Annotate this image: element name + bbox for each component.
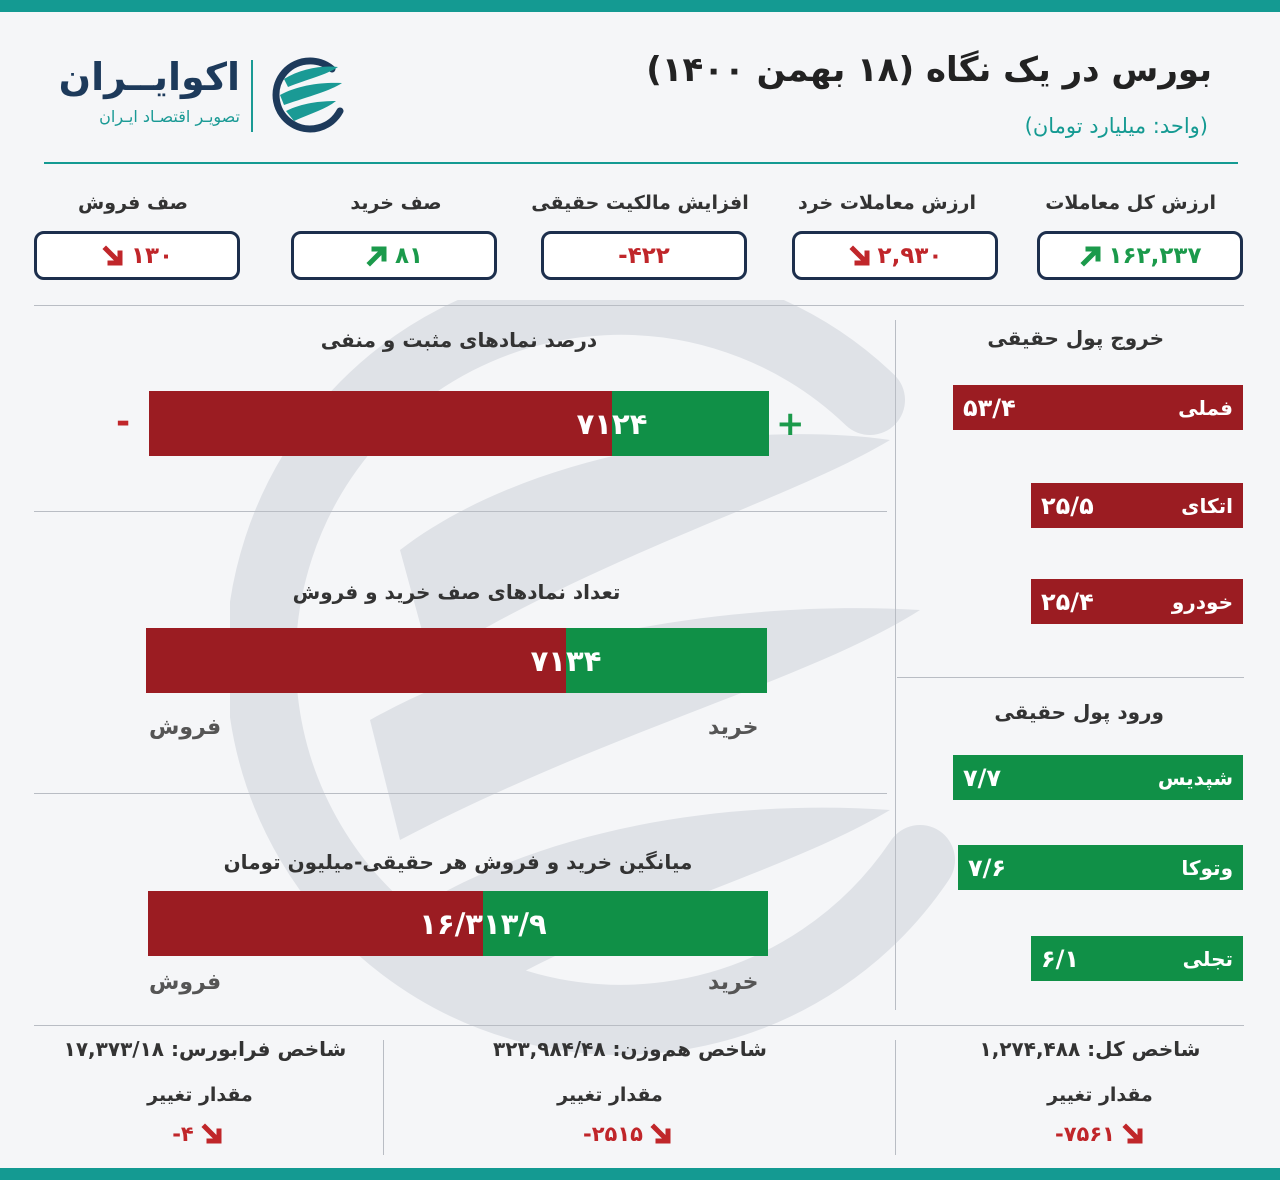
index-equal-weight-change-value: -۲۵۱۵ (583, 1122, 643, 1146)
top-accent-bar (0, 0, 1280, 12)
breadth-title: درصد نمادهای مثبت و منفی (320, 328, 598, 352)
queues-bar: ۷۱ ۳۴ (146, 628, 767, 693)
avg-buy-bar-segment: ۱۳/۹ (483, 891, 768, 956)
avg-sell-bar-segment: ۱۶/۳ (148, 891, 483, 956)
up-arrow-icon (1079, 246, 1101, 267)
inflow-symbol: شپدیس (1157, 765, 1233, 790)
inflow-value: ۷/۷ (963, 763, 1002, 792)
stat-label-sell-queue: صف فروش (78, 192, 188, 214)
unit-subtitle: (واحد: میلیارد تومان) (1024, 114, 1208, 138)
index-equal-weight-change-label: مقدار تغییر (557, 1084, 663, 1106)
positive-value: ۲۴ (612, 406, 648, 441)
index-total-change-label: مقدار تغییر (1047, 1084, 1153, 1106)
stat-value-sell-queue: ۱۳۰ (130, 242, 174, 269)
index-farabourse-title: شاخص فرابورس: ۱۷,۳۷۳/۱۸ (63, 1037, 347, 1061)
avg-buy-label: خرید (708, 970, 759, 995)
plus-sign: + (776, 404, 805, 444)
logo-tagline: تصویـر اقتصـاد ایـران (99, 107, 240, 126)
logo-name: اکوایــران (58, 55, 240, 99)
stat-box-retail-value: ۲,۹۳۰ (792, 231, 998, 280)
stat-value-buy-queue: ۸۱ (394, 242, 424, 269)
down-arrow-icon (201, 1123, 222, 1144)
down-arrow-icon (102, 244, 123, 265)
column-divider (383, 1040, 384, 1155)
avg-buy-value: ۱۳/۹ (483, 906, 547, 941)
stat-label-retail-value: ارزش معاملات خرد (797, 192, 976, 214)
avg-sell-label: فروش (149, 970, 222, 995)
stat-value-total-value: ۱۶۲,۲۳۷ (1108, 242, 1202, 269)
sell-bar-segment: ۷۱ (146, 628, 566, 693)
sell-label: فروش (149, 715, 222, 740)
stat-box-sell-queue: ۱۳۰ (34, 231, 240, 280)
outflow-symbol: فملی (1178, 395, 1233, 420)
outflow-value: ۵۳/۴ (963, 393, 1016, 422)
stat-label-total-value: ارزش کل معاملات (1045, 192, 1216, 214)
section-divider (34, 511, 887, 512)
index-farabourse-change-label: مقدار تغییر (147, 1084, 253, 1106)
index-total-change-value: -۷۵۶۱ (1055, 1122, 1115, 1146)
outflow-symbol: اتکای (1181, 493, 1233, 518)
stat-box-real-ownership: -۴۲۲ (541, 231, 747, 280)
header-divider (44, 162, 1238, 164)
down-arrow-icon (1122, 1123, 1143, 1144)
column-divider (895, 320, 896, 1010)
inflow-bar: تجلی ۶/۱ (1031, 936, 1243, 981)
outflow-bar: فملی ۵۳/۴ (953, 385, 1243, 430)
bottom-accent-bar (0, 1168, 1280, 1180)
inflow-bar: وتوکا ۷/۶ (958, 845, 1243, 890)
outflow-bar: اتکای ۲۵/۵ (1031, 483, 1243, 528)
positive-bar-segment: ۲۴ (612, 391, 769, 456)
outflow-value: ۲۵/۵ (1041, 491, 1094, 520)
stat-box-buy-queue: ۸۱ (291, 231, 497, 280)
column-divider (895, 1040, 896, 1155)
page-title: بورس در یک نگاه (۱۸ بهمن ۱۴۰۰) (646, 50, 1212, 90)
down-arrow-icon (849, 244, 870, 265)
buy-queue-count: ۳۴ (566, 643, 602, 678)
inflow-value: ۶/۱ (1041, 944, 1080, 973)
inflow-bar: شپدیس ۷/۷ (953, 755, 1243, 800)
index-equal-weight-change: -۲۵۱۵ (528, 1122, 728, 1146)
up-arrow-icon (366, 246, 387, 267)
minus-sign: - (116, 402, 131, 442)
avg-sell-value: ۱۶/۳ (419, 906, 483, 941)
stat-label-real-ownership: افزایش مالکیت حقیقی (531, 192, 749, 214)
section-divider (34, 305, 1244, 306)
negative-value: ۷۱ (576, 406, 612, 441)
stat-box-total-value: ۱۶۲,۲۳۷ (1037, 231, 1243, 280)
inflow-symbol: وتوکا (1181, 855, 1233, 880)
outflow-title: خروج پول حقیقی (987, 326, 1164, 350)
logo-separator (251, 60, 253, 132)
breadth-bar: ۷۱ ۲۴ (149, 391, 769, 456)
down-arrow-icon (650, 1123, 671, 1144)
index-farabourse-change-value: -۴ (172, 1122, 194, 1146)
outflow-bar: خودرو ۲۵/۴ (1031, 579, 1243, 624)
inflow-title: ورود پول حقیقی (994, 700, 1164, 724)
section-divider (34, 793, 887, 794)
index-total-change: -۷۵۶۱ (1000, 1122, 1200, 1146)
outflow-value: ۲۵/۴ (1041, 587, 1094, 616)
stat-value-real-ownership: -۴۲۲ (618, 242, 670, 269)
avg-trade-bar: ۱۶/۳ ۱۳/۹ (148, 891, 768, 956)
inflow-value: ۷/۶ (968, 853, 1007, 882)
sell-queue-count: ۷۱ (530, 643, 566, 678)
buy-bar-segment: ۳۴ (566, 628, 767, 693)
stat-value-retail-value: ۲,۹۳۰ (877, 242, 943, 269)
index-equal-weight-title: شاخص هم‌وزن: ۳۲۳,۹۸۴/۴۸ (493, 1037, 767, 1061)
negative-bar-segment: ۷۱ (149, 391, 612, 456)
brand-logo: اکوایــران تصویـر اقتصـاد ایـران (59, 55, 350, 135)
outflow-symbol: خودرو (1171, 589, 1233, 614)
section-divider (34, 1025, 1244, 1026)
section-divider (897, 677, 1244, 678)
queues-title: تعداد نمادهای صف خرید و فروش (292, 580, 621, 604)
eco-logo-icon (272, 57, 344, 133)
inflow-symbol: تجلی (1182, 946, 1233, 971)
stat-label-buy-queue: صف خرید (350, 192, 442, 214)
index-farabourse-change: -۴ (118, 1122, 278, 1146)
buy-label: خرید (708, 715, 759, 740)
avg-trade-title: میانگین خرید و فروش هر حقیقی-میلیون توما… (223, 850, 693, 874)
index-total-title: شاخص کل: ۱,۲۷۴,۴۸۸ (979, 1037, 1201, 1061)
